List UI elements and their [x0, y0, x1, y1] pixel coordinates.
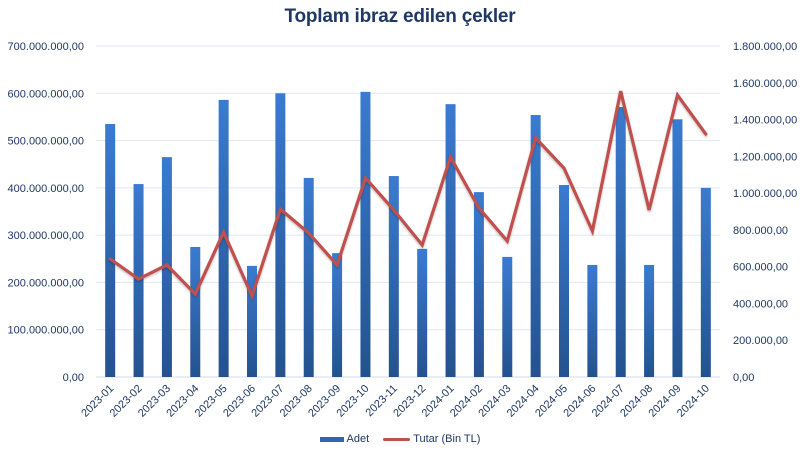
bar-2024-02[interactable]: [473, 192, 484, 377]
x-axis-ticks: 2023-012023-022023-032023-042023-052023-…: [79, 383, 712, 420]
left-axis-tick-label: 0,00: [63, 372, 84, 384]
left-axis-tick-label: 600.000.000,00: [8, 88, 84, 100]
bar-2024-05[interactable]: [559, 185, 569, 377]
bar-2023-08[interactable]: [303, 177, 314, 377]
bar-2023-12[interactable]: [417, 248, 428, 377]
bar-2023-04[interactable]: [190, 246, 201, 377]
right-axis-tick-label: 600.000,00: [733, 262, 788, 274]
line-series-tutar: [108, 90, 708, 301]
bar-2024-01[interactable]: [445, 104, 456, 377]
right-axis-tick-label: 0,00: [733, 372, 754, 384]
right-axis-tick-label: 1.200.000,00: [733, 151, 797, 163]
bar-2024-09[interactable]: [672, 119, 683, 378]
bar-2023-10[interactable]: [360, 91, 371, 378]
right-axis-tick-label: 1.400.000,00: [733, 115, 797, 127]
legend-item-adet[interactable]: Adet: [319, 433, 370, 445]
gridlines: [96, 45, 720, 378]
left-axis-tick-label: 100.000.000,00: [8, 325, 84, 337]
left-axis-tick-label: 400.000.000,00: [8, 183, 84, 195]
tutar-line[interactable]: [108, 90, 708, 301]
bar-2023-07[interactable]: [275, 93, 286, 378]
left-axis-tick-label: 300.000.000,00: [8, 230, 84, 242]
right-axis-tick-label: 200.000,00: [733, 335, 788, 347]
bar-2024-08[interactable]: [644, 264, 655, 377]
left-axis-tick-label: 500.000.000,00: [8, 136, 84, 148]
bar-2023-05[interactable]: [218, 99, 229, 378]
bar-2024-07[interactable]: [615, 106, 626, 378]
bar-2024-04[interactable]: [530, 115, 541, 377]
legend-label-adet: Adet: [346, 433, 370, 445]
bar-2023-06[interactable]: [247, 265, 257, 377]
left-axis-tick-label: 200.000.000,00: [8, 277, 84, 289]
right-axis-ticks: 0,00 200.000,00 400.000,00 600.000,00 800.00…: [733, 41, 797, 384]
right-axis-tick-label: 1.600.000,00: [733, 78, 797, 90]
legend-label-tutar: Tutar (Bin TL): [413, 433, 481, 445]
bar-2024-06[interactable]: [587, 264, 598, 377]
bar-2024-03[interactable]: [502, 256, 513, 377]
left-axis-tick-label: 700.000.000,00: [8, 41, 84, 53]
legend: Adet Tutar (Bin TL): [0, 433, 800, 445]
bar-swatch-icon: [319, 436, 344, 442]
right-axis-tick-label: 1.000.000,00: [733, 188, 797, 200]
bar-2023-01[interactable]: [105, 124, 116, 378]
bar-series-adet: [105, 91, 711, 378]
right-axis-tick-label: 400.000,00: [733, 298, 788, 310]
chart-title: Toplam ibraz edilen çekler: [284, 6, 516, 27]
right-axis-tick-label: 1.800.000,00: [733, 41, 797, 53]
bar-2024-10[interactable]: [700, 187, 711, 377]
left-axis-ticks: 0,00 100.000.000,00 200.000.000,00 300.000.…: [8, 41, 84, 384]
bar-2023-09[interactable]: [332, 253, 343, 377]
right-axis-tick-label: 800.000,00: [733, 225, 788, 237]
line-swatch-icon: [383, 437, 411, 441]
legend-item-tutar[interactable]: Tutar (Bin TL): [383, 433, 480, 445]
bar-2023-11[interactable]: [388, 176, 399, 377]
